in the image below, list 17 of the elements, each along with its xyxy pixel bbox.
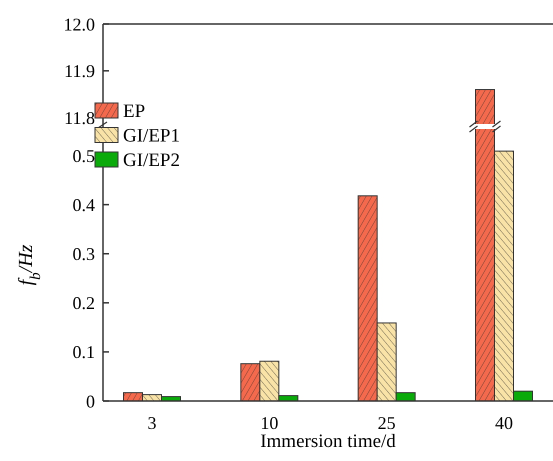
y-tick-label: 12.0 bbox=[64, 14, 95, 34]
x-tick-label: 40 bbox=[495, 413, 513, 433]
y-tick-label: 11.8 bbox=[64, 108, 95, 128]
y-tick-label: 0.5 bbox=[72, 146, 95, 166]
x-tick-label: 3 bbox=[148, 413, 156, 433]
y-tick-label: 0.2 bbox=[72, 293, 95, 314]
y-tick-label: 0 bbox=[86, 391, 95, 412]
y-tick-label: 0.4 bbox=[72, 194, 95, 215]
y-tick-label: 11.9 bbox=[64, 61, 95, 82]
legend-label: GI/EP1 bbox=[123, 126, 180, 146]
y-tick-label: 0.1 bbox=[72, 342, 95, 362]
legend-label: GI/EP2 bbox=[123, 150, 180, 171]
legend-label: EP bbox=[123, 101, 146, 122]
x-axis-title: Immersion time/d bbox=[260, 431, 396, 452]
x-tick-label: 10 bbox=[260, 413, 278, 433]
x-tick-label: 25 bbox=[378, 413, 396, 433]
y-tick-label: 0.3 bbox=[72, 244, 95, 264]
